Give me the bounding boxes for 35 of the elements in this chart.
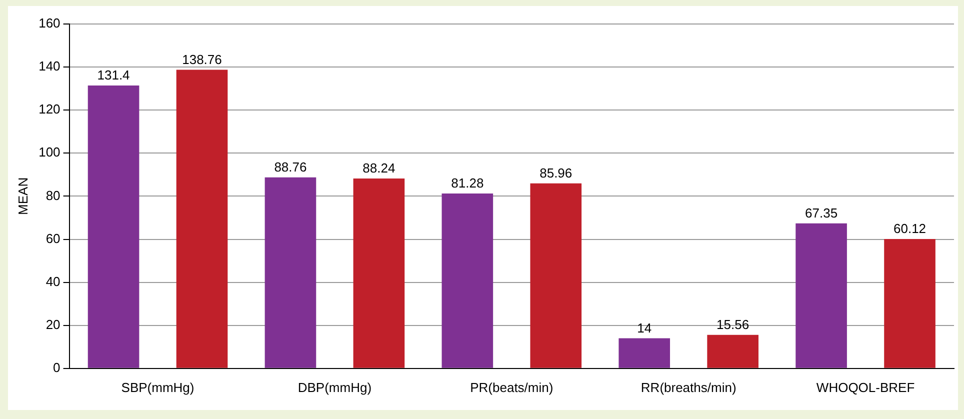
bar — [442, 193, 494, 368]
bar — [618, 338, 670, 368]
data-label: 15.56 — [716, 316, 750, 332]
bar — [530, 183, 582, 368]
data-label: 67.35 — [805, 206, 838, 221]
bar — [707, 334, 758, 368]
y-tick-label: 20 — [46, 316, 60, 332]
y-tick-label: 60 — [46, 230, 60, 246]
y-tick-label: 160 — [38, 16, 60, 31]
data-label: 88.76 — [274, 159, 307, 174]
data-label: 131.4 — [97, 68, 130, 83]
x-tick-label: DBP(mmHg) — [298, 380, 372, 395]
x-tick-label: RR(breaths/min) — [640, 380, 736, 395]
bar — [353, 178, 405, 368]
y-tick-label: 80 — [46, 188, 60, 203]
y-tick-label: 120 — [38, 102, 60, 117]
x-tick-label: SBP(mmHg) — [121, 380, 194, 395]
y-tick-label: 100 — [38, 144, 60, 160]
y-tick-label: 0 — [53, 360, 60, 375]
y-axis-title: MEAN — [15, 177, 30, 215]
data-label: 14 — [637, 320, 652, 336]
bar — [176, 70, 228, 368]
y-tick-label: 40 — [46, 274, 60, 289]
y-tick-label: 140 — [38, 58, 60, 74]
data-label: 88.24 — [362, 160, 396, 176]
data-label: 85.96 — [540, 165, 572, 180]
data-label: 60.12 — [893, 221, 926, 236]
bar — [796, 223, 847, 368]
x-tick-label: PR(beats/min) — [470, 380, 554, 395]
bar — [884, 238, 936, 368]
data-label: 138.76 — [182, 52, 222, 67]
x-tick-label: WHOQOL-BREF — [816, 380, 915, 395]
bar — [88, 86, 140, 368]
bar — [264, 177, 316, 368]
data-label: 81.28 — [451, 176, 484, 191]
